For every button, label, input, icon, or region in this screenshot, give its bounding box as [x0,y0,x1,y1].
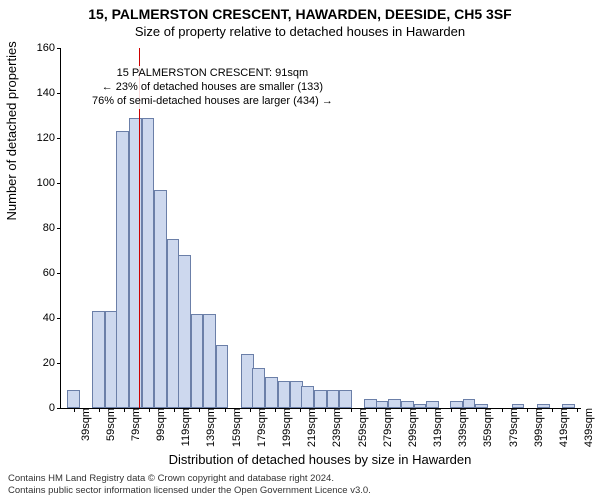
x-tick-mark [426,408,427,412]
histogram-bar [92,311,105,408]
histogram-bar [142,118,155,408]
histogram-bar [537,404,550,409]
y-tick: 60 [43,267,61,279]
x-tick-label: 219sqm [304,408,318,447]
annotation-line: ← 23% of detached houses are smaller (13… [92,81,333,95]
y-tick: 140 [37,87,61,99]
x-tick-mark [451,408,452,412]
x-tick-mark [250,408,251,412]
y-axis-label: Number of detached properties [4,41,19,220]
x-tick-mark [325,408,326,412]
x-tick-mark [401,408,402,412]
x-tick-label: 139sqm [203,408,217,447]
x-tick-mark [199,408,200,412]
x-tick-mark [552,408,553,412]
histogram-bar [475,404,488,409]
x-tick-label: 39sqm [78,408,92,441]
x-tick-mark [351,408,352,412]
x-tick-label: 299sqm [405,408,419,447]
x-tick-label: 239sqm [329,408,343,447]
footer-line-2: Contains public sector information licen… [8,485,371,496]
x-tick-mark [300,408,301,412]
histogram-bar [203,314,216,409]
x-tick-label: 419sqm [556,408,570,447]
y-tick: 40 [43,312,61,324]
x-tick-label: 259sqm [355,408,369,447]
annotation-box: 15 PALMERSTON CRESCENT: 91sqm← 23% of de… [90,66,335,109]
annotation-line: 15 PALMERSTON CRESCENT: 91sqm [92,67,333,81]
histogram-bar [376,401,389,408]
y-tick: 80 [43,222,61,234]
x-tick-mark [275,408,276,412]
x-tick-mark [74,408,75,412]
x-tick-label: 59sqm [103,408,117,441]
x-tick-label: 359sqm [480,408,494,447]
x-tick-mark [376,408,377,412]
histogram-bar [252,368,265,409]
histogram-bar [562,404,575,409]
histogram-bar [301,386,314,409]
histogram-bar [178,255,191,408]
histogram-bar [314,390,327,408]
x-tick-label: 399sqm [531,408,545,447]
histogram-bar [191,314,204,409]
x-tick-mark [124,408,125,412]
x-tick-mark [527,408,528,412]
x-tick-label: 439sqm [581,408,595,447]
x-tick-label: 119sqm [178,408,192,446]
x-tick-label: 339sqm [455,408,469,447]
histogram-bar [67,390,80,408]
x-tick-label: 159sqm [229,408,243,447]
histogram-bar [414,404,427,409]
x-axis-label: Distribution of detached houses by size … [60,452,580,467]
histogram-bar [426,401,439,408]
x-tick-mark [99,408,100,412]
x-tick-label: 319sqm [430,408,444,447]
x-tick-mark [149,408,150,412]
chart-title: 15, PALMERSTON CRESCENT, HAWARDEN, DEESI… [0,6,600,22]
histogram-bar [327,390,340,408]
x-tick-mark [577,408,578,412]
histogram-bar [116,131,129,408]
footer-attribution: Contains HM Land Registry data © Crown c… [8,473,371,496]
annotation-line: 76% of semi-detached houses are larger (… [92,95,333,109]
histogram-bar [388,399,401,408]
chart-container: 15, PALMERSTON CRESCENT, HAWARDEN, DEESI… [0,0,600,500]
x-tick-label: 79sqm [128,408,142,441]
x-tick-label: 199sqm [279,408,293,447]
histogram-bar [216,345,229,408]
x-tick-mark [476,408,477,412]
x-tick-label: 99sqm [153,408,167,441]
histogram-bar [339,390,352,408]
histogram-bar [265,377,278,409]
x-tick-mark [174,408,175,412]
footer-line-1: Contains HM Land Registry data © Crown c… [8,473,371,484]
histogram-bar [463,399,476,408]
plot-area: 02040608010012014016039sqm59sqm79sqm99sq… [60,48,581,409]
x-tick-label: 279sqm [380,408,394,447]
y-tick: 0 [49,402,61,414]
y-tick: 120 [37,132,61,144]
histogram-bar [154,190,167,408]
y-tick: 160 [37,42,61,54]
x-tick-mark [225,408,226,412]
y-tick: 20 [43,357,61,369]
x-tick-label: 179sqm [254,408,268,447]
histogram-bar [278,381,291,408]
x-tick-mark [502,408,503,412]
histogram-bar [512,404,525,409]
chart-subtitle: Size of property relative to detached ho… [0,24,600,39]
histogram-bar [401,401,414,408]
y-tick: 100 [37,177,61,189]
x-tick-label: 379sqm [506,408,520,447]
histogram-bar [450,401,463,408]
